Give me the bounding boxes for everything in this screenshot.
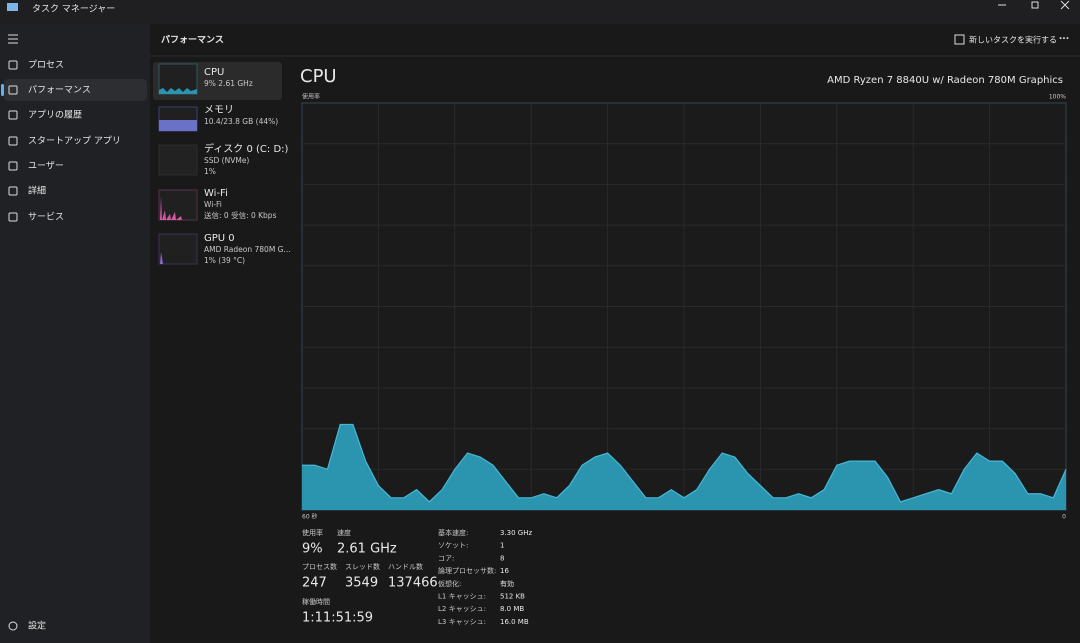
info-value: 1 xyxy=(500,542,504,550)
info-label: コア: xyxy=(438,554,454,562)
device-detail: 1% xyxy=(204,167,216,176)
info-value: 16 xyxy=(500,567,509,575)
device-detail: SSD (NVMe) xyxy=(204,156,249,165)
nav-settings[interactable]: 設定 xyxy=(28,620,46,632)
info-label: L3 キャッシュ: xyxy=(438,618,486,626)
device-name[interactable]: CPU xyxy=(204,67,224,78)
stat-label: 速度 xyxy=(337,528,351,537)
stat-value: 2.61 GHz xyxy=(337,542,397,557)
stat-label: スレッド数 xyxy=(345,562,380,571)
y-axis-label: 使用率 xyxy=(302,93,320,101)
page-title: パフォーマンス xyxy=(161,34,224,46)
stat-label: 稼働時間 xyxy=(302,597,330,606)
info-label: 論理プロセッサ数: xyxy=(438,566,496,575)
chart-title: CPU xyxy=(300,66,337,87)
cpu-line xyxy=(302,423,1067,503)
wifi-thumbnail-graph xyxy=(160,196,182,220)
nav-item[interactable]: 詳細 xyxy=(28,185,46,197)
nav-indicator xyxy=(1,84,4,96)
nav-icon xyxy=(8,161,18,171)
nav-item[interactable]: アプリの履歴 xyxy=(28,110,82,121)
nav-item[interactable]: スタートアップ アプリ xyxy=(28,136,121,147)
stat-value: 247 xyxy=(302,576,327,591)
device-detail: 9% 2.61 GHz xyxy=(204,79,253,88)
info-label: 仮想化: xyxy=(438,579,461,588)
memory-thumbnail-graph xyxy=(159,120,197,131)
nav-icon xyxy=(8,212,18,222)
stat-label: 使用率 xyxy=(302,528,323,537)
stat-value: 9% xyxy=(302,542,323,557)
device-detail: 送信: 0 受信: 0 Kbps xyxy=(204,210,277,220)
info-value: 8 xyxy=(500,554,504,562)
nav-item[interactable]: サービス xyxy=(28,212,64,223)
stat-value: 1:11:51:59 xyxy=(302,611,373,626)
stat-value: 137466 xyxy=(388,576,438,591)
nav-item[interactable]: パフォーマンス xyxy=(28,85,91,96)
device-name[interactable]: GPU 0 xyxy=(204,233,235,244)
nav-selected-bg xyxy=(4,79,147,101)
info-label: ソケット: xyxy=(438,542,468,550)
device-name[interactable]: Wi-Fi xyxy=(204,188,228,199)
info-value: 3.30 GHz xyxy=(500,529,532,537)
y-tick-label: 100% xyxy=(1049,94,1066,101)
disk-thumbnail xyxy=(158,144,198,176)
nav-item[interactable]: ユーザー xyxy=(28,161,64,172)
nav-icon xyxy=(8,60,18,70)
device-name[interactable]: ディスク 0 (C: D:) xyxy=(204,142,289,155)
device-detail: AMD Radeon 780M G... xyxy=(204,245,291,254)
stat-value: 3549 xyxy=(345,576,378,591)
device-name[interactable]: メモリ xyxy=(204,105,234,116)
close-button[interactable] xyxy=(1060,0,1070,10)
sidebar xyxy=(0,24,150,643)
title-bar xyxy=(0,0,1080,24)
stat-label: ハンドル数 xyxy=(388,562,423,571)
more-button[interactable]: ··· xyxy=(1059,35,1069,45)
processor-name: AMD Ryzen 7 8840U w/ Radeon 780M Graphic… xyxy=(827,75,1063,86)
device-detail: Wi-Fi xyxy=(204,200,222,209)
maximize-button[interactable] xyxy=(1031,1,1039,9)
run-task-button[interactable]: 新しいタスクを実行する xyxy=(969,35,1057,45)
menu-button[interactable] xyxy=(8,34,18,44)
info-value: 512 KB xyxy=(500,593,525,601)
info-value: 8.0 MB xyxy=(500,605,524,613)
cpu-thumbnail-graph xyxy=(159,88,197,94)
info-label: 基本速度: xyxy=(438,528,468,537)
info-value: 有効 xyxy=(500,579,514,588)
info-label: L2 キャッシュ: xyxy=(438,605,486,613)
x-tick-label: 0 xyxy=(1062,514,1066,521)
nav-icon xyxy=(8,110,18,120)
nav-icon xyxy=(8,85,18,95)
nav-item[interactable]: プロセス xyxy=(28,60,64,71)
window-title: タスク マネージャー xyxy=(32,4,115,15)
gpu-thumbnail xyxy=(158,233,198,265)
gpu-thumbnail-graph xyxy=(160,252,163,264)
cpu-area xyxy=(302,424,1066,510)
device-detail: 1% (39 °C) xyxy=(204,256,245,265)
app-icon xyxy=(7,3,18,11)
info-label: L1 キャッシュ: xyxy=(438,593,486,601)
device-detail: 10.4/23.8 GB (44%) xyxy=(204,117,278,126)
stat-label: プロセス数 xyxy=(302,562,337,571)
info-value: 16.0 MB xyxy=(500,618,529,626)
settings-icon xyxy=(8,621,18,631)
x-tick-label: 60 秒 xyxy=(302,513,318,521)
nav-icon xyxy=(8,186,18,196)
run-task-icon xyxy=(954,34,965,45)
nav-icon xyxy=(8,136,18,146)
